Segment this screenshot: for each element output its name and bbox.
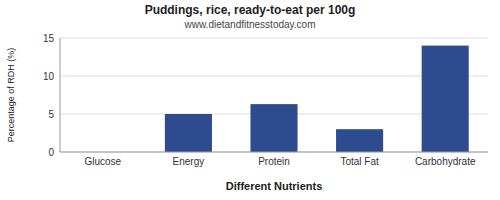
x-tick-label: Energy [173,156,205,167]
y-tick-label: 10 [43,71,55,82]
y-tick-label: 0 [48,147,54,158]
y-axis-label: Percentage of RDH (%) [6,48,16,143]
bars [165,46,469,152]
bar [422,46,469,152]
subtitle: www.dietandfitnesstoday.com [184,19,316,30]
y-axis [60,38,61,152]
grid-line [60,152,488,153]
chart: Puddings, rice, ready-to-eat per 100g www… [0,0,500,200]
x-tick-label: Protein [258,156,290,167]
title: Puddings, rice, ready-to-eat per 100g [145,3,356,17]
y-tick-label: 5 [48,109,54,120]
x-axis [60,152,488,153]
bar [165,114,212,152]
grid-line [60,38,488,39]
bar [250,104,297,152]
y-tick-label: 15 [43,33,55,44]
x-tick-label: Total Fat [340,156,379,167]
bar [336,129,383,152]
x-tick-label: Carbohydrate [415,156,476,167]
x-axis-label: Different Nutrients [226,180,323,192]
x-tick-label: Glucose [84,156,121,167]
